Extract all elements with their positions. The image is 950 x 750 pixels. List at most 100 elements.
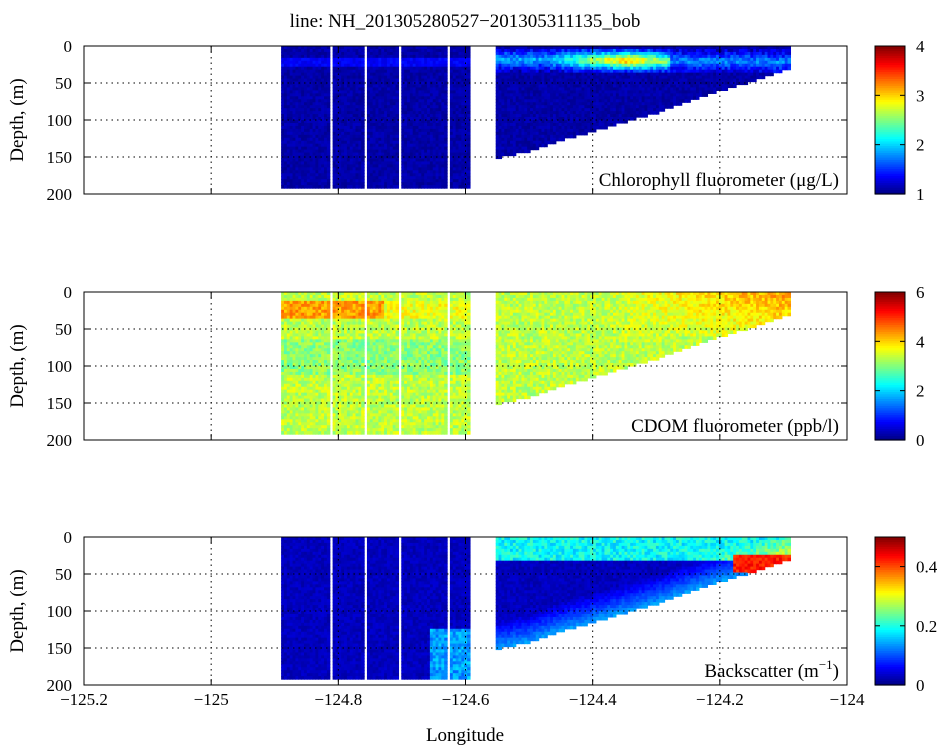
data-cell <box>301 122 305 127</box>
data-cell <box>512 131 517 136</box>
data-cell <box>512 149 517 154</box>
data-cell <box>369 140 374 145</box>
data-cell <box>361 46 365 50</box>
data-cell <box>309 63 314 68</box>
data-cell <box>441 185 445 189</box>
data-cell <box>541 122 545 127</box>
data-cell <box>452 155 457 160</box>
data-cell <box>386 149 391 154</box>
data-cell <box>427 111 431 115</box>
data-cell <box>693 54 697 59</box>
data-cell <box>324 54 328 59</box>
data-cell <box>532 57 537 62</box>
data-cell <box>558 84 563 89</box>
data-cell <box>389 140 394 145</box>
data-cell <box>349 75 354 80</box>
data-cell <box>444 146 448 151</box>
data-cell <box>607 117 611 121</box>
data-cell <box>547 102 551 106</box>
data-cell <box>627 57 631 62</box>
data-cell <box>678 81 683 86</box>
data-cell <box>544 117 548 121</box>
data-cell <box>344 140 348 145</box>
data-cell <box>504 152 508 157</box>
data-cell <box>575 48 580 53</box>
data-cell <box>355 155 359 160</box>
data-cell <box>407 185 411 189</box>
data-cell <box>678 54 683 59</box>
data-cell <box>467 51 471 56</box>
data-cell <box>346 164 351 168</box>
data-cell <box>389 143 394 148</box>
data-cell <box>438 81 442 86</box>
data-cell <box>369 81 374 86</box>
data-cell <box>332 128 337 133</box>
data-cell <box>338 125 342 130</box>
data-cell <box>409 108 414 112</box>
data-cell <box>415 81 420 86</box>
data-cell <box>427 46 431 50</box>
data-cell <box>693 84 697 89</box>
data-cell <box>564 69 568 74</box>
data-cell <box>598 75 603 80</box>
data-cell <box>570 57 574 62</box>
data-cell <box>633 63 637 68</box>
data-cell <box>412 146 417 151</box>
data-cell <box>429 143 434 148</box>
data-cell <box>315 131 319 136</box>
data-cell <box>358 99 362 103</box>
data-cell <box>318 46 322 50</box>
data-cell <box>633 111 637 115</box>
data-cell <box>675 46 680 50</box>
data-cell <box>455 173 460 177</box>
data-cell <box>301 185 305 189</box>
data-cell <box>295 140 299 145</box>
data-cell <box>378 54 382 59</box>
data-cell <box>366 75 371 80</box>
data-cell <box>587 84 591 89</box>
data-cell <box>378 158 382 163</box>
data-cell <box>372 102 377 106</box>
data-cell <box>552 63 557 68</box>
data-cell <box>607 81 611 86</box>
data-cell <box>613 57 617 62</box>
data-cell <box>427 140 431 145</box>
data-cell <box>326 75 331 80</box>
data-cell <box>344 158 348 163</box>
data-cell <box>544 120 548 124</box>
data-cell <box>521 134 525 139</box>
data-cell <box>318 120 322 124</box>
data-cell <box>335 78 339 83</box>
data-cell <box>358 134 362 139</box>
data-cell <box>538 78 543 83</box>
data-cell <box>630 72 634 77</box>
data-cell <box>584 54 588 59</box>
data-cell <box>321 117 325 121</box>
data-cell <box>552 78 557 83</box>
data-cell <box>584 117 588 121</box>
data-cell <box>427 149 431 154</box>
data-cell <box>315 176 319 180</box>
data-cell <box>595 111 600 115</box>
data-cell <box>595 51 600 56</box>
data-cell <box>567 128 571 133</box>
data-cell <box>535 66 540 71</box>
data-cell <box>332 137 337 142</box>
data-cell <box>378 170 382 174</box>
data-cell <box>684 84 688 89</box>
data-cell <box>544 134 548 139</box>
data-cell <box>618 72 623 77</box>
data-cell <box>621 114 626 118</box>
data-cell <box>352 102 357 106</box>
data-cell <box>527 146 531 151</box>
data-cell <box>349 114 354 118</box>
data-cell <box>381 146 385 151</box>
data-cell <box>384 51 388 56</box>
data-cell <box>332 134 337 139</box>
data-cell <box>452 170 457 174</box>
data-cell <box>584 72 588 77</box>
data-cell <box>449 93 454 97</box>
data-cell <box>547 63 551 68</box>
data-cell <box>315 75 319 80</box>
data-cell <box>613 51 617 56</box>
